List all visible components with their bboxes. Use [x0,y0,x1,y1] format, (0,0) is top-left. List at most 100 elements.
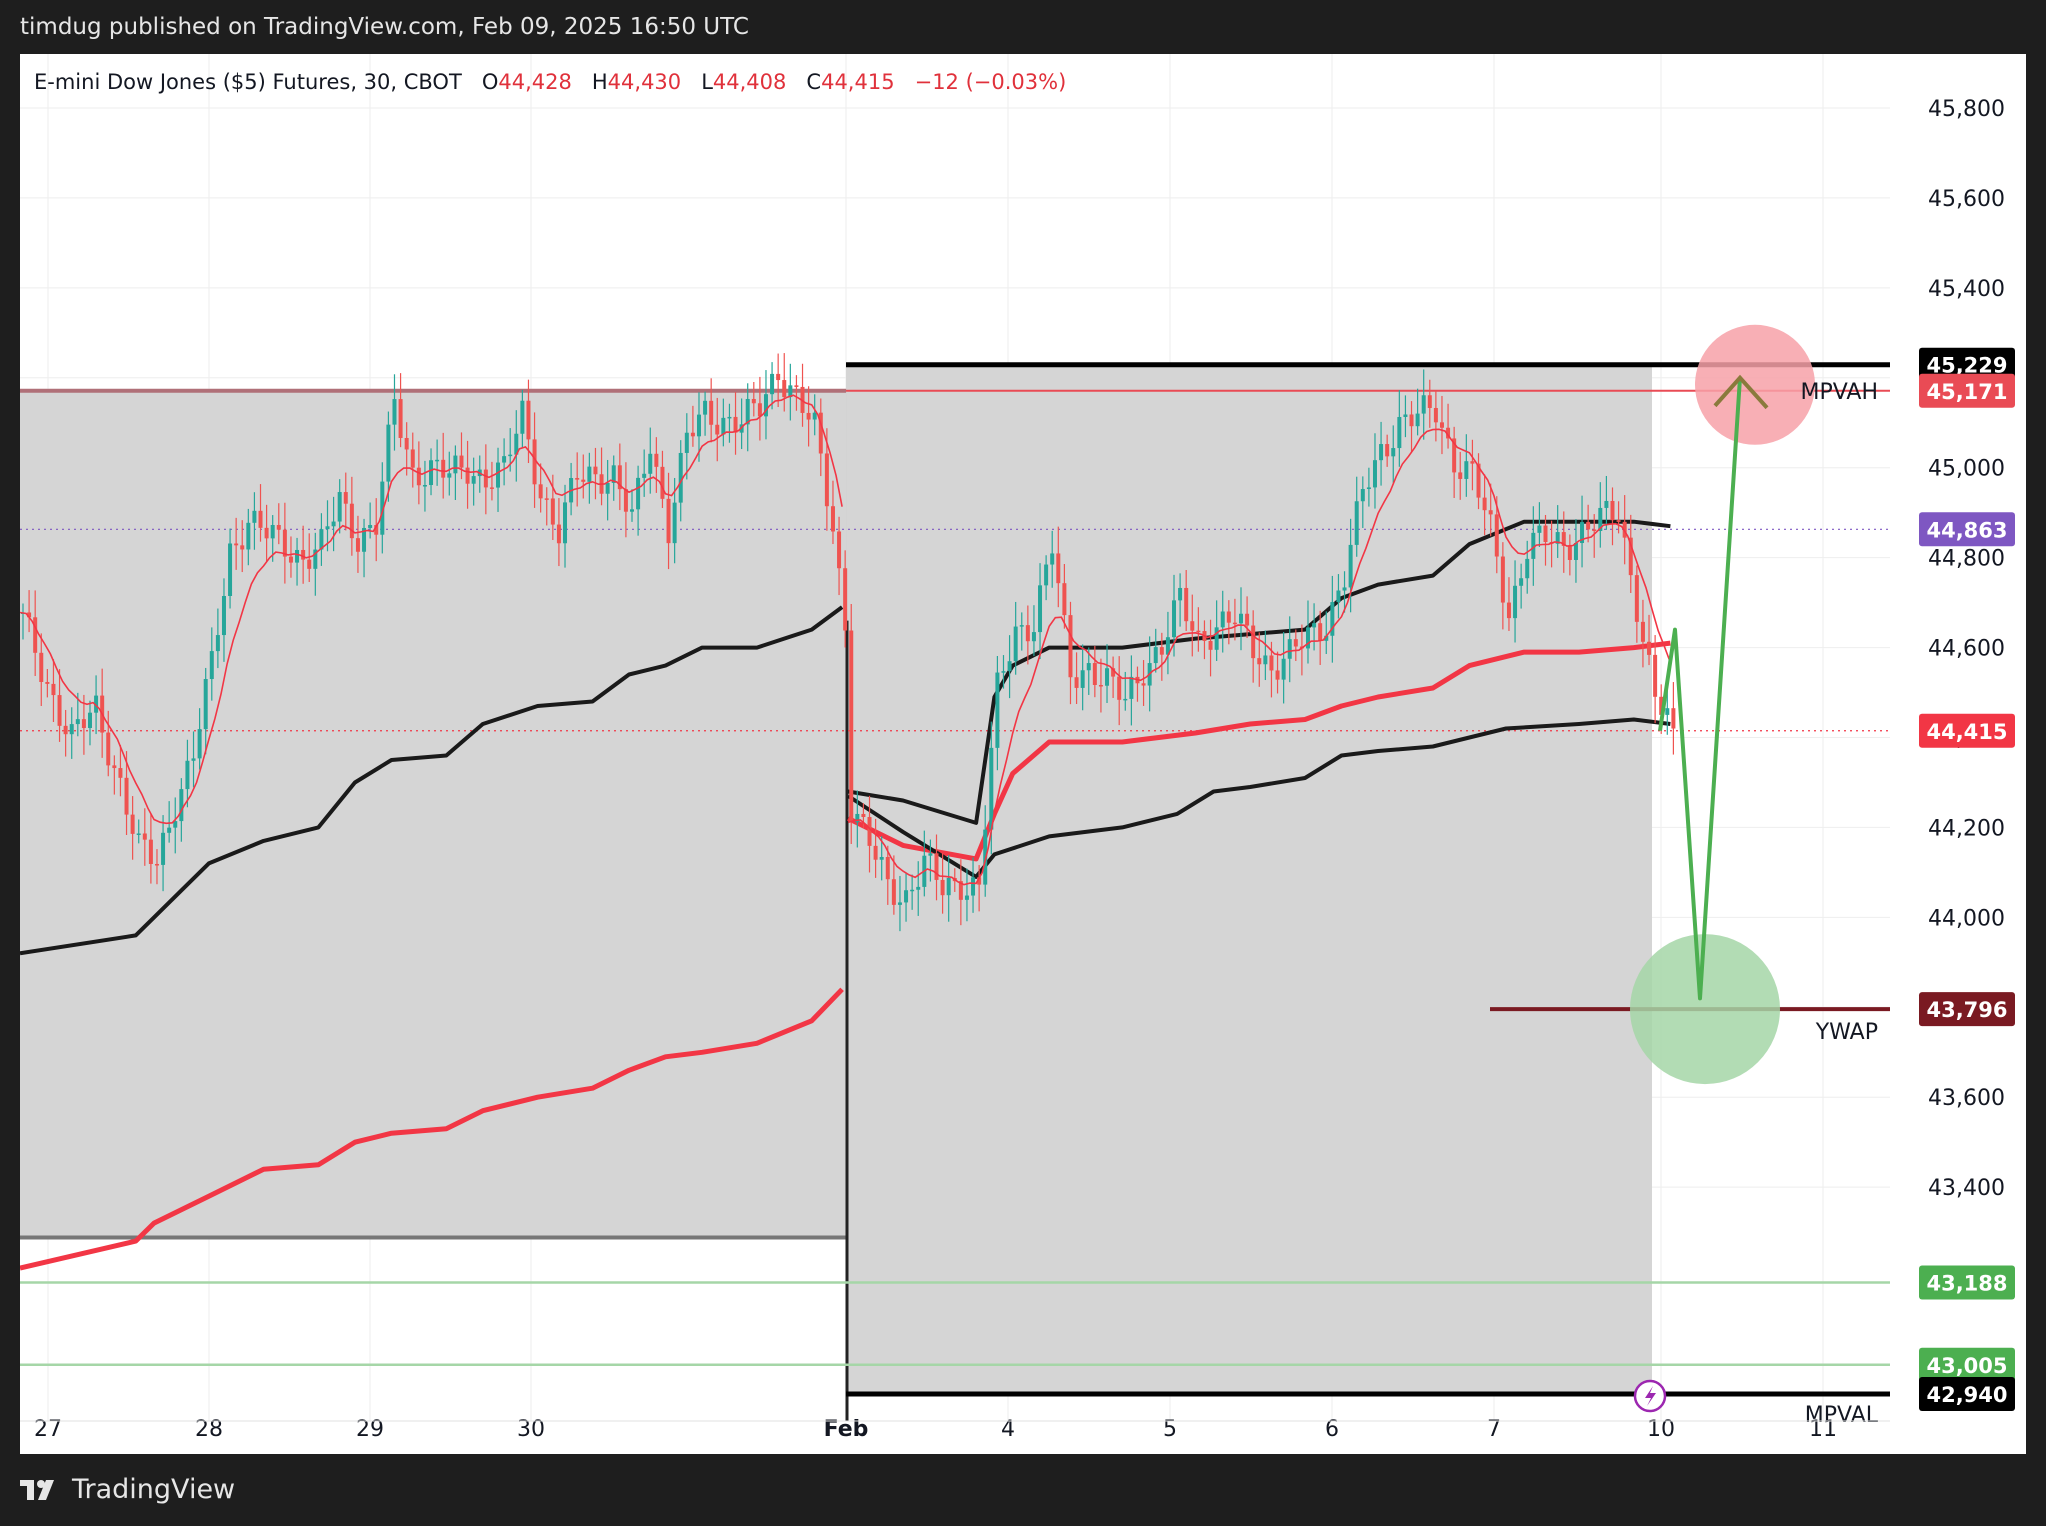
candle-body [1123,698,1128,701]
price-tag-text: 42,940 [1926,1383,2007,1407]
candle-body [282,529,287,557]
candle-body [422,485,427,487]
entry-zone-circle [1630,934,1780,1085]
candle-body [1567,545,1572,560]
footer-bar: TradingView [0,1454,2046,1526]
candle-body [270,524,275,539]
candle-body [1488,510,1493,515]
candle-body [435,459,440,462]
candle-body [1287,639,1292,659]
candle-body [1653,654,1658,697]
candle-body [1092,663,1097,685]
candle-body [69,724,74,735]
symbol-name: E-mini Dow Jones ($5) Futures, 30, CBOT [34,70,462,94]
candle-body [995,672,1000,748]
candle-body [1628,537,1633,576]
candle-body [763,394,768,417]
moving-average-line [847,428,1672,886]
candle-body [709,400,714,425]
moving-average-line [20,394,843,825]
level-name-labels: MPVAH YWAP MPVAL [1801,380,1879,1428]
candle-body [897,902,902,905]
candle-body [1038,585,1043,633]
candle-body [672,502,677,544]
candle-body [1220,611,1225,628]
candle-body [1105,668,1110,686]
candle-body [550,498,555,525]
candle-body [1141,683,1146,686]
candle-body [1111,668,1116,677]
candle-body [1433,407,1438,423]
candle-body [751,398,756,404]
candle-body [307,559,312,569]
candle-body [124,777,129,815]
price-tag-text: 44,415 [1926,720,2007,744]
candle-body [483,469,488,488]
candle-body [39,652,44,682]
candle-body [416,467,421,486]
candle-body [453,455,458,474]
candle-body [1525,558,1530,579]
candle-body [75,719,80,725]
tradingview-logo[interactable]: TradingView [20,1474,235,1505]
candle-body [1354,501,1359,545]
candle-body [873,845,878,860]
candle-body [1275,670,1280,680]
y-tick-label: 43,600 [1928,1086,2005,1111]
candle-body [1506,602,1511,619]
candle-body [154,863,159,866]
candle-body [1360,489,1365,502]
y-tick-label: 44,200 [1928,816,2005,841]
candle-body [295,549,300,563]
candle-body [703,400,708,415]
price-chart[interactable]: MPVAHYWAPMPVAL45,80045,60045,40045,20045… [20,54,2026,1454]
candle-body [910,889,915,892]
tradingview-logo-icon [20,1479,54,1500]
candle-body [1056,553,1061,584]
candle-body [1062,583,1067,616]
candle-body [879,856,884,860]
y-tick-label: 45,400 [1928,277,2005,302]
publish-text: timdug published on TradingView.com, Feb… [20,14,749,40]
candle-body [776,373,781,381]
candle-body [1665,708,1670,715]
candle-body [87,712,92,729]
candle-body [1342,587,1347,591]
candle-body [264,527,269,539]
candle-body [136,833,141,835]
chart-panel[interactable]: MPVAHYWAPMPVAL45,80045,60045,40045,20045… [20,54,2026,1454]
candle-body [404,437,409,450]
candle-body [1513,585,1518,619]
candle-body [228,543,233,596]
price-tag-text: 43,796 [1926,998,2007,1022]
candle-body [1153,647,1158,664]
candle-body [727,416,732,419]
target-zone-circle [1695,324,1815,445]
x-tick-label: 4 [1001,1417,1015,1442]
candle-body [623,489,628,512]
candle-body [355,538,360,552]
candle-body [203,679,208,730]
symbol-legend: E-mini Dow Jones ($5) Futures, 30, CBOT … [34,70,1066,94]
candle-body [1482,497,1487,511]
candle-body [1245,613,1250,626]
candle-body [1305,627,1310,649]
price-tag-bg [1919,512,2015,547]
low-value: 44,408 [712,70,787,94]
candle-body [532,439,537,485]
candle-body [1281,658,1286,680]
candle-body [1616,520,1621,522]
candle-body [313,549,318,569]
candle-body [161,832,166,865]
candle-body [770,373,775,395]
candle-body [696,414,701,437]
candle-body [1610,500,1615,521]
candle-body [1257,658,1262,665]
candle-body [1007,661,1012,672]
candle-body [575,478,580,480]
candle-body [891,879,896,905]
candle-body [1446,427,1451,439]
candle-body [502,456,507,463]
candle-body [818,412,823,454]
value-area-boxes [20,363,1652,1397]
